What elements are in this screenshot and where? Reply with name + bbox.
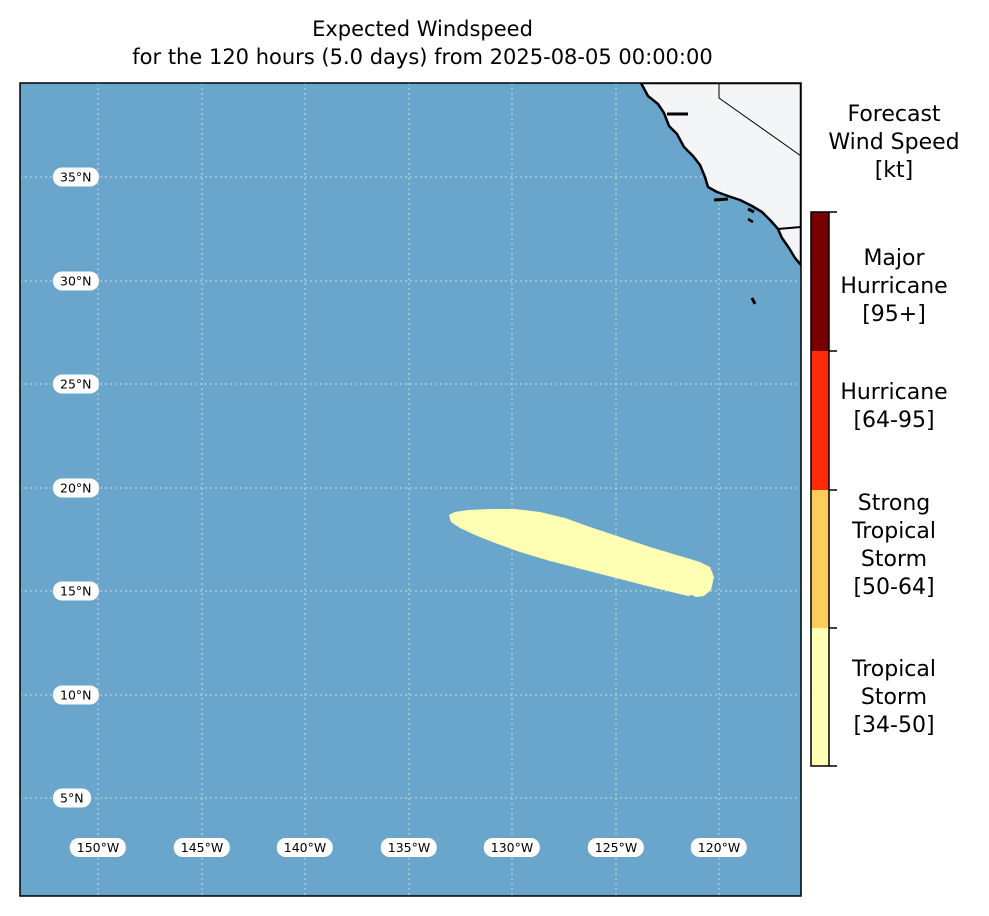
ocean-background	[20, 83, 801, 896]
lat-label-35n: 35°N	[53, 167, 99, 187]
lat-label-20n: 20°N	[53, 478, 99, 498]
lat-label-10n: 10°N	[53, 685, 99, 705]
colorbar-label-line: Hurricane	[840, 380, 948, 405]
colorbar-label-line: Major	[863, 246, 925, 271]
colorbar-label-line: Strong	[857, 491, 931, 516]
lon-label-130w: 130°W	[483, 838, 541, 857]
lon-label-125w: 125°W	[587, 838, 645, 857]
colorbar-segment-hurricane	[811, 351, 829, 490]
colorbar-label-line: [64-95]	[853, 408, 935, 433]
map-frame	[19, 82, 802, 897]
colorbar-label-tropical-storm: Tropical Storm [34-50]	[818, 656, 970, 740]
colorbar-label-line: [50-64]	[853, 575, 935, 600]
wind-swath-tropical-storm	[449, 509, 714, 597]
colorbar-label-major-hurricane: Major Hurricane [95+]	[818, 245, 970, 329]
colorbar-label-strong-tropical-storm: Strong Tropical Storm [50-64]	[818, 490, 970, 602]
land-north-america	[639, 83, 801, 267]
colorbar-label-line: Hurricane	[840, 274, 948, 299]
colorbar-label-hurricane: Hurricane [64-95]	[818, 379, 970, 435]
colorbar-segment-strong-tropical-storm	[811, 490, 829, 628]
gridlines	[20, 83, 801, 896]
lon-label-140w: 140°W	[276, 838, 334, 857]
colorbar-label-line: Tropical	[852, 519, 936, 544]
lon-label-145w: 145°W	[173, 838, 231, 857]
colorbar-label-line: [95+]	[862, 302, 926, 327]
colorbar-frame	[810, 211, 830, 767]
island	[750, 297, 757, 305]
lat-label-25n: 25°N	[53, 374, 99, 394]
island	[747, 207, 755, 214]
lat-label-5n: 5°N	[53, 788, 91, 808]
lat-label-30n: 30°N	[53, 271, 99, 291]
lat-label-15n: 15°N	[53, 581, 99, 601]
colorbar-label-line: [34-50]	[853, 713, 935, 738]
lon-label-150w: 150°W	[69, 838, 127, 857]
chart-title-line-2: for the 120 hours (5.0 days) from 2025-0…	[132, 45, 713, 69]
colorbar	[810, 211, 837, 767]
colorbar-segment-tropical-storm	[811, 628, 829, 766]
colorbar-title-line-1: Forecast	[847, 102, 941, 127]
chart-title-line-1: Expected Windspeed	[312, 17, 533, 41]
lon-label-135w: 135°W	[380, 838, 438, 857]
country-border	[777, 226, 801, 230]
colorbar-label-line: Tropical	[852, 657, 936, 682]
island	[747, 217, 754, 224]
island	[713, 197, 729, 202]
colorbar-title-line-2: Wind Speed	[828, 130, 960, 155]
lon-label-120w: 120°W	[690, 838, 748, 857]
colorbar-segment-major-hurricane	[811, 212, 829, 351]
state-border	[718, 83, 801, 157]
colorbar-label-line: Storm	[860, 685, 928, 710]
colorbar-title-line-3: [kt]	[874, 158, 914, 183]
colorbar-label-line: Storm	[860, 547, 928, 572]
